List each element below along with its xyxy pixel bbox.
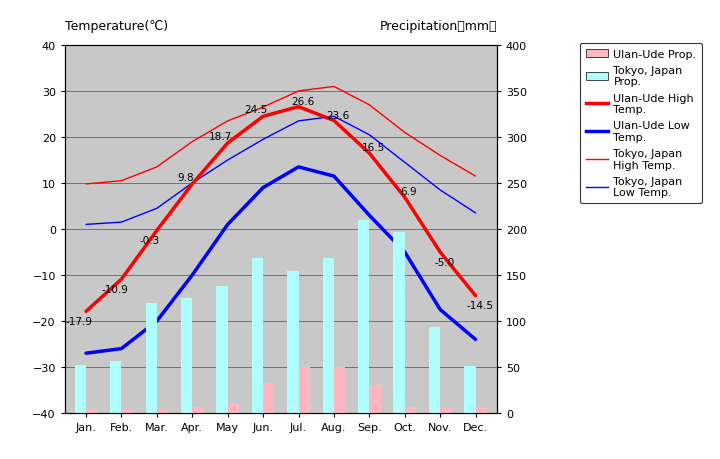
Bar: [216, 286, 228, 413]
Bar: [157, 409, 168, 413]
Bar: [358, 220, 369, 413]
Bar: [110, 362, 122, 413]
Bar: [393, 232, 405, 413]
Text: 16.5: 16.5: [362, 143, 385, 153]
Bar: [181, 298, 192, 413]
Bar: [75, 365, 86, 413]
Bar: [429, 328, 440, 413]
Text: 24.5: 24.5: [245, 105, 268, 115]
Bar: [86, 410, 97, 413]
Bar: [405, 407, 416, 413]
Text: 26.6: 26.6: [291, 97, 315, 106]
Text: 18.7: 18.7: [209, 132, 233, 141]
Bar: [334, 367, 346, 413]
Bar: [192, 408, 204, 413]
Bar: [299, 367, 310, 413]
Legend: Ulan-Ude Prop., Tokyo, Japan
Prop., Ulan-Ude High
Temp., Ulan-Ude Low
Temp., Tok: Ulan-Ude Prop., Tokyo, Japan Prop., Ulan…: [580, 44, 702, 203]
Bar: [440, 409, 451, 413]
Text: -14.5: -14.5: [467, 301, 493, 311]
Bar: [464, 366, 475, 413]
Text: Temperature(℃): Temperature(℃): [65, 20, 168, 33]
Text: 23.6: 23.6: [326, 111, 350, 120]
Bar: [263, 383, 274, 413]
Text: -10.9: -10.9: [101, 284, 128, 294]
Bar: [122, 410, 132, 413]
Bar: [369, 386, 381, 413]
Text: -5.0: -5.0: [434, 257, 454, 267]
Bar: [228, 404, 239, 413]
Text: Precipitation（mm）: Precipitation（mm）: [379, 20, 497, 33]
Bar: [145, 303, 157, 413]
Bar: [252, 259, 263, 413]
Text: 9.8: 9.8: [177, 173, 194, 182]
Bar: [287, 272, 299, 413]
Bar: [475, 409, 487, 413]
Text: -0.3: -0.3: [140, 235, 160, 246]
Text: 6.9: 6.9: [400, 187, 417, 197]
Text: -17.9: -17.9: [66, 316, 93, 326]
Bar: [323, 259, 334, 413]
